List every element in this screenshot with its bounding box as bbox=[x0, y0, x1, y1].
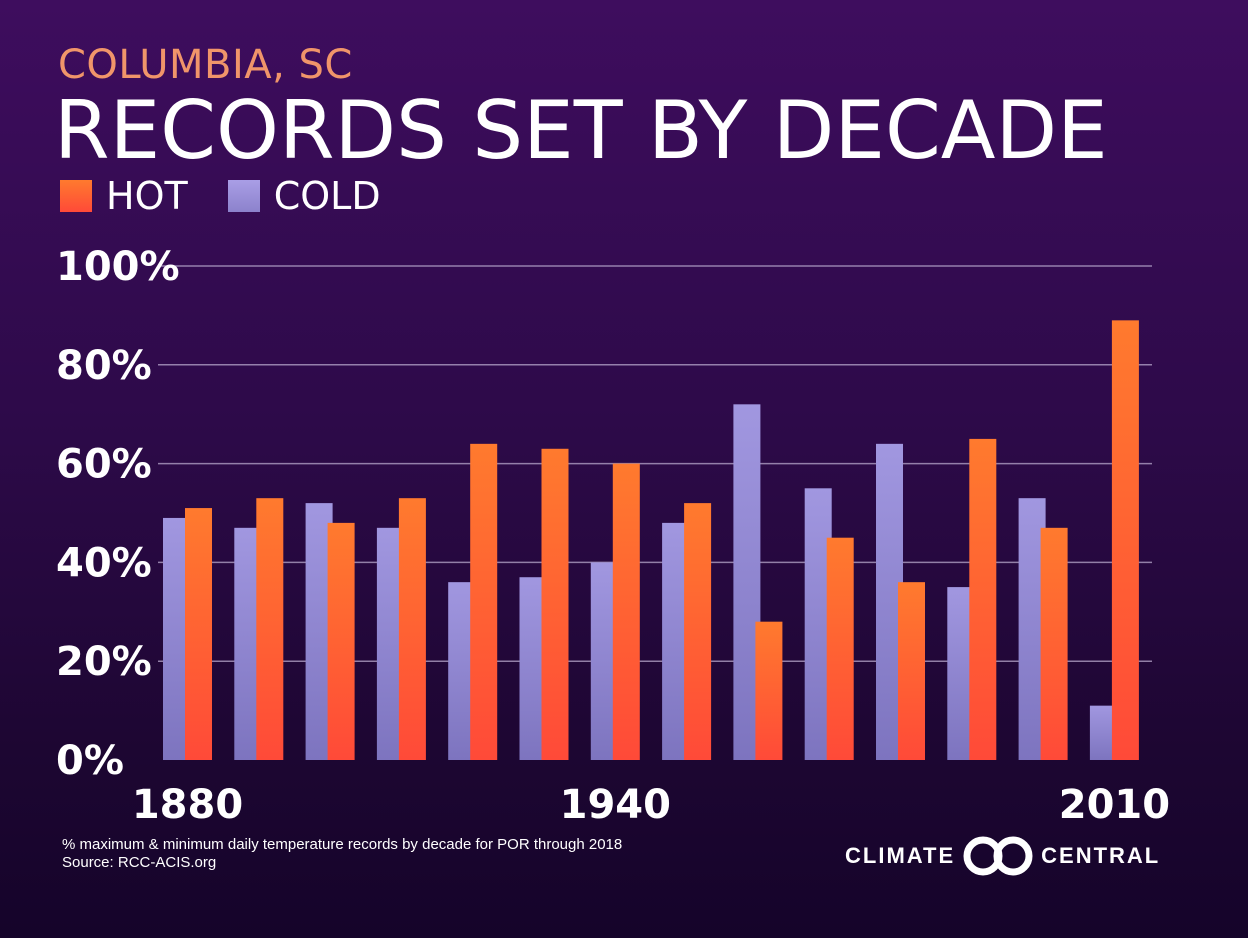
footnote-source: Source: RCC-ACIS.org bbox=[62, 854, 217, 871]
y-tick-label: 80% bbox=[56, 343, 152, 389]
y-tick-label: 60% bbox=[56, 442, 152, 488]
x-tick-label: 1940 bbox=[560, 782, 671, 828]
bar-hot-1990 bbox=[969, 438, 997, 760]
y-tick-label: 40% bbox=[56, 540, 152, 586]
bar-hot-1940 bbox=[612, 463, 640, 760]
legend-label-hot: HOT bbox=[106, 174, 188, 218]
bar-hot-1920 bbox=[470, 443, 498, 760]
legend-label-cold: COLD bbox=[273, 174, 381, 218]
legend: HOT COLD bbox=[60, 174, 421, 218]
legend-item-cold: COLD bbox=[227, 174, 381, 218]
bar-hot-2000 bbox=[1040, 527, 1068, 760]
bar-hot-2010 bbox=[1111, 320, 1139, 760]
bar-hot-1960 bbox=[755, 621, 783, 760]
legend-swatch-hot bbox=[60, 180, 92, 212]
footnote: % maximum & minimum daily temperature re… bbox=[62, 836, 622, 872]
x-tick-label: 1880 bbox=[132, 782, 243, 828]
y-tick-label: 0% bbox=[56, 738, 124, 784]
bar-hot-1880 bbox=[185, 508, 212, 760]
legend-swatch-cold bbox=[227, 180, 260, 212]
legend-item-hot: HOT bbox=[60, 174, 188, 218]
chart-title: RECORDS SET BY DECADE bbox=[54, 84, 1108, 177]
bar-hot-1980 bbox=[898, 582, 925, 760]
logo-text-left: CLIMATE bbox=[845, 843, 956, 868]
bar-hot-1910 bbox=[398, 498, 426, 760]
bar-hot-1900 bbox=[327, 522, 355, 760]
chart-subtitle: COLUMBIA, SC bbox=[58, 42, 353, 88]
y-tick-label: 100% bbox=[56, 244, 180, 290]
bar-hot-1970 bbox=[826, 537, 854, 760]
logo-rings-icon bbox=[963, 836, 1033, 876]
bar-hot-1890 bbox=[256, 498, 284, 760]
logo-text-right: CENTRAL bbox=[1041, 843, 1161, 868]
bar-hot-1950 bbox=[684, 503, 712, 760]
y-tick-label: 20% bbox=[56, 639, 152, 685]
bar-hot-1930 bbox=[541, 448, 569, 760]
x-tick-label: 2010 bbox=[1059, 782, 1170, 828]
climate-central-logo: CLIMATE CENTRAL bbox=[845, 836, 1160, 876]
footnote-description: % maximum & minimum daily temperature re… bbox=[62, 836, 623, 853]
